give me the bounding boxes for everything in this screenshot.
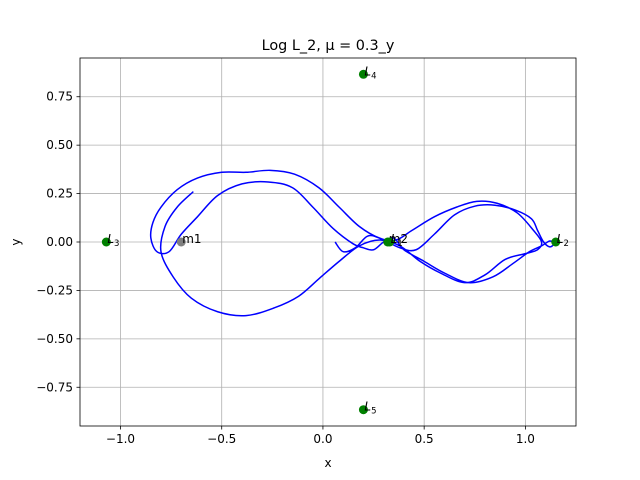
x-tick-label: 0.0 xyxy=(313,432,332,446)
point-label-l3: L3 xyxy=(107,232,119,249)
y-tick-label: −0.75 xyxy=(36,380,73,394)
point-l3 xyxy=(101,237,111,247)
point-l1 xyxy=(385,237,395,247)
y-tick-label: −0.25 xyxy=(36,283,73,297)
y-tick-label: −0.50 xyxy=(36,332,73,346)
x-tick-label: 0.5 xyxy=(415,432,434,446)
y-tick-label: 0.75 xyxy=(46,90,73,104)
x-tick-label: −0.5 xyxy=(207,432,236,446)
y-tick-label: 0.50 xyxy=(46,138,73,152)
point-label-l4: L4 xyxy=(364,64,376,81)
x-tick-label: −1.0 xyxy=(106,432,135,446)
y-axis-label: y xyxy=(9,238,23,245)
y-tick-label: 0.00 xyxy=(46,235,73,249)
point-l4 xyxy=(358,69,368,79)
point-m1 xyxy=(176,237,186,247)
curve-layer xyxy=(149,169,555,317)
point-label-l5: L5 xyxy=(364,400,376,417)
point-label-l2: L2 xyxy=(557,232,569,249)
x-tick-label: 1.0 xyxy=(516,432,535,446)
grid-layer xyxy=(80,58,576,426)
point-l2 xyxy=(551,237,561,247)
y-tick-label: 0.25 xyxy=(46,187,73,201)
point-label-l1: L1 xyxy=(391,232,403,249)
chart-title: Log L_2, μ = 0.3_y xyxy=(262,38,395,54)
point-l5 xyxy=(358,405,368,415)
trajectory-line xyxy=(149,169,555,317)
ticks-layer: −1.0 −0.5 0.0 0.5 1.0 0.75 0.50 0.25 0.00 −0.25 −0… xyxy=(36,90,535,446)
point-label-m1: m1 xyxy=(182,232,201,246)
x-axis-label: x xyxy=(324,456,331,470)
